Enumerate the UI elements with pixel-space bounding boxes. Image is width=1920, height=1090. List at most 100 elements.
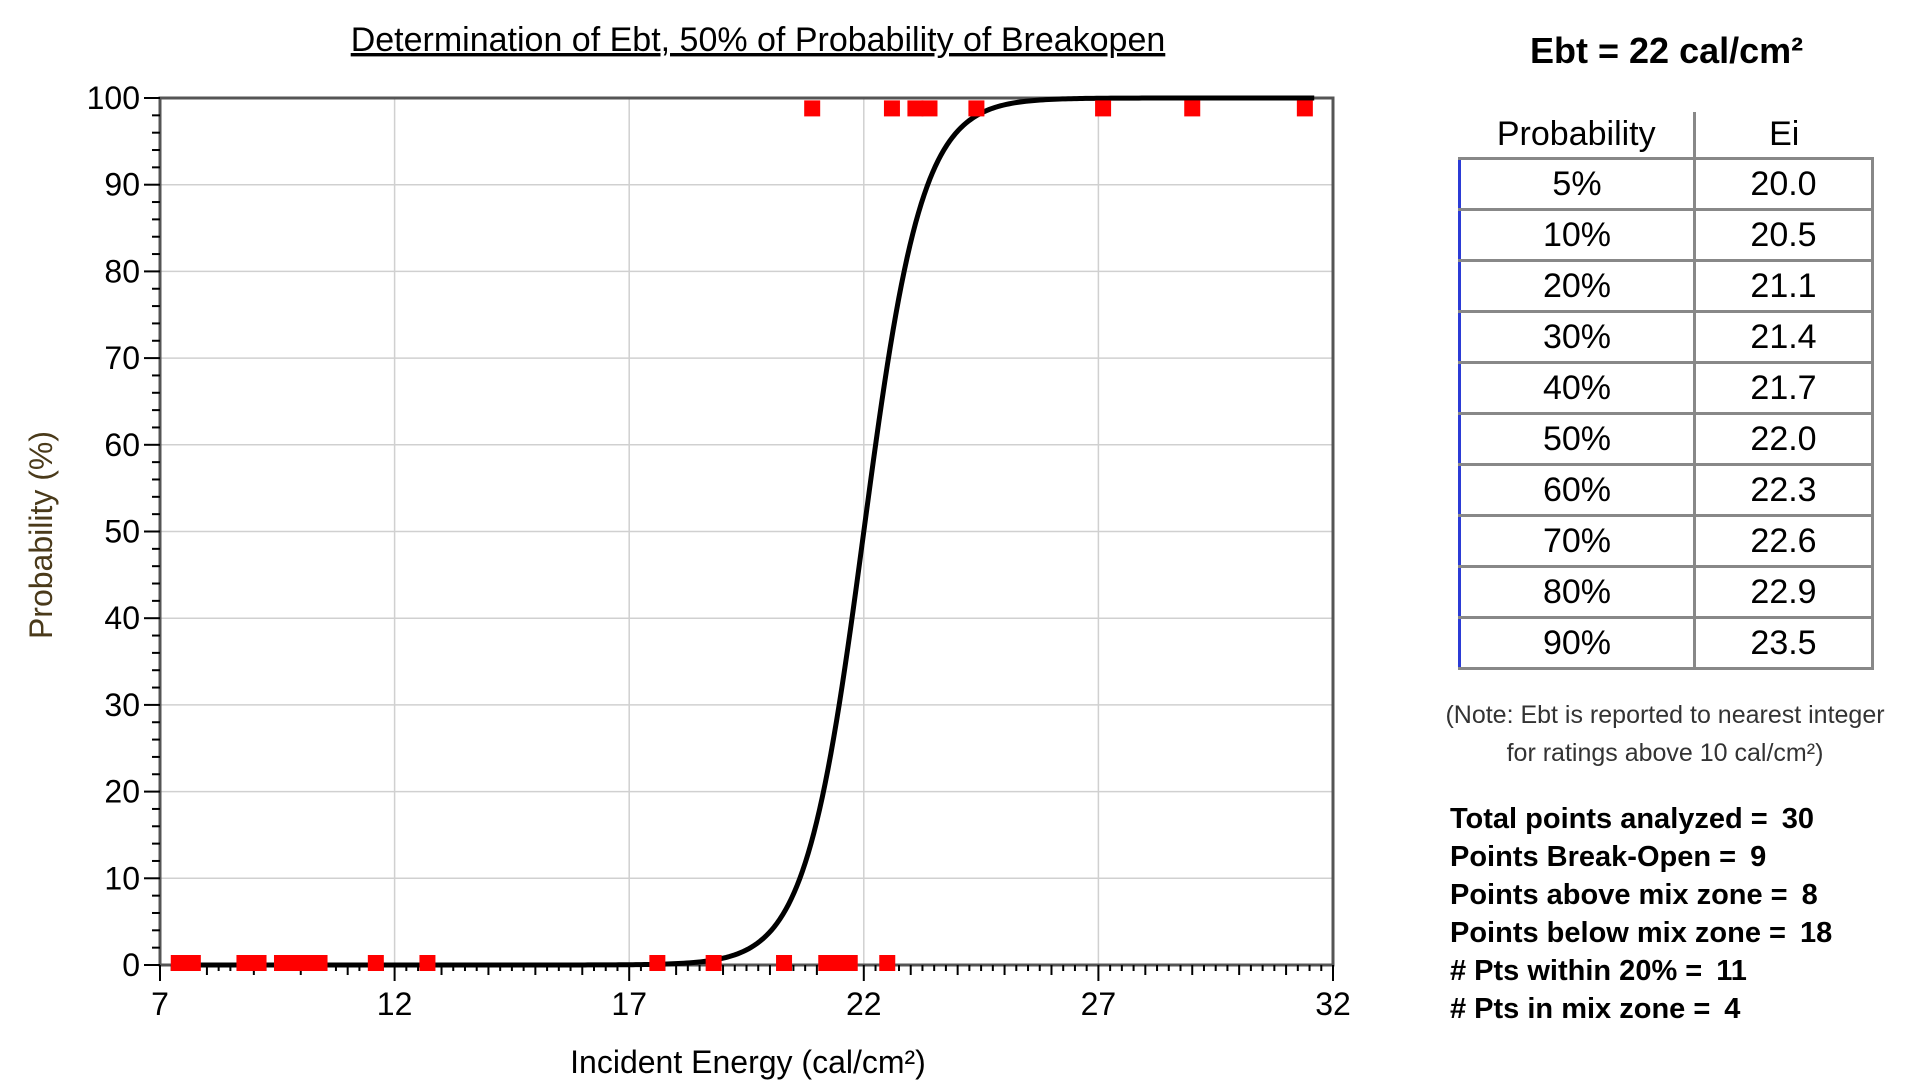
- stat-value: 4: [1724, 993, 1741, 1025]
- x-tick-label: 7: [151, 986, 169, 1022]
- x-tick-label: 22: [846, 986, 882, 1022]
- ei-cell: 20.0: [1693, 158, 1874, 211]
- data-point: [170, 955, 187, 971]
- axis-ticks: 7 12 17 22 27 32 0 10 20 30 40 50 60 70 80 90 100: [87, 80, 1351, 1022]
- y-axis-label: Probability (%): [23, 431, 59, 639]
- data-point: [776, 955, 793, 971]
- stat-label: Points Break-Open =: [1450, 841, 1737, 873]
- data-points: [170, 100, 1313, 971]
- ei-cell: 23.5: [1693, 617, 1874, 670]
- probability-cell: 50%: [1458, 413, 1695, 466]
- ei-cell: 22.6: [1693, 515, 1874, 568]
- stat-value: 18: [1799, 917, 1833, 949]
- stat-row: Points above mix zone = 8: [1450, 876, 1832, 914]
- ei-cell: 21.7: [1693, 362, 1874, 415]
- note-line-1: (Note: Ebt is reported to nearest intege…: [1445, 701, 1885, 729]
- y-tick-label: 90: [104, 167, 140, 203]
- data-point: [1184, 100, 1201, 117]
- probability-cell: 90%: [1458, 617, 1695, 670]
- x-tick-label: 17: [611, 986, 647, 1022]
- stat-row: Total points analyzed = 30: [1450, 800, 1832, 838]
- x-tick-label: 32: [1315, 986, 1351, 1022]
- probability-cell: 40%: [1458, 362, 1695, 415]
- table-row: 10% 20.5: [1458, 209, 1874, 262]
- note-line-2: for ratings above 10 cal/cm²): [1506, 739, 1824, 767]
- table-row: 20% 21.1: [1458, 260, 1874, 313]
- data-point: [419, 955, 436, 971]
- stat-row: Points Break-Open = 9: [1450, 838, 1832, 876]
- ei-column-header: Ei: [1693, 112, 1873, 160]
- y-tick-label: 50: [104, 514, 140, 550]
- data-point: [236, 955, 253, 971]
- table-row: 70% 22.6: [1458, 515, 1874, 568]
- table-row: 60% 22.3: [1458, 464, 1874, 517]
- probability-cell: 60%: [1458, 464, 1695, 517]
- data-point: [184, 955, 201, 971]
- y-tick-label: 70: [104, 340, 140, 376]
- x-tick-label: 12: [377, 986, 413, 1022]
- data-point: [883, 100, 900, 117]
- stat-label: Points above mix zone =: [1450, 879, 1788, 911]
- table-row: 40% 21.7: [1458, 362, 1874, 415]
- data-point: [311, 955, 328, 971]
- data-point: [841, 955, 858, 971]
- data-point: [804, 100, 821, 117]
- stat-label: # Pts in mix zone =: [1450, 993, 1711, 1025]
- stat-row: # Pts within 20% = 11: [1450, 952, 1832, 990]
- ebt-heading: Ebt = 22 cal/cm²: [1530, 30, 1804, 71]
- y-tick-label: 100: [87, 80, 140, 116]
- ei-cell: 21.4: [1693, 311, 1874, 364]
- probability-column-header: Probability: [1459, 112, 1695, 160]
- ei-cell: 22.9: [1693, 566, 1874, 619]
- table-row: 80% 22.9: [1458, 566, 1874, 619]
- ei-cell: 22.3: [1693, 464, 1874, 517]
- ei-cell: 20.5: [1693, 209, 1874, 262]
- data-point: [288, 955, 305, 971]
- y-tick-label: 30: [104, 687, 140, 723]
- stat-value: 8: [1801, 879, 1818, 911]
- data-point: [273, 955, 290, 971]
- chart-title: Determination of Ebt, 50% of Probability…: [351, 21, 1166, 59]
- x-tick-label: 27: [1081, 986, 1117, 1022]
- y-tick-label: 0: [122, 947, 140, 983]
- y-tick-label: 60: [104, 427, 140, 463]
- y-tick-label: 40: [104, 600, 140, 636]
- stat-value: 9: [1750, 841, 1767, 873]
- rounding-note: (Note: Ebt is reported to nearest intege…: [1410, 696, 1920, 772]
- probability-cell: 10%: [1458, 209, 1695, 262]
- y-tick-label: 20: [104, 774, 140, 810]
- ei-cell: 22.0: [1693, 413, 1874, 466]
- stat-value: 30: [1781, 803, 1814, 835]
- data-point: [921, 100, 938, 117]
- probability-cell: 30%: [1458, 311, 1695, 364]
- x-axis-label: Incident Energy (cal/cm²): [570, 1044, 926, 1080]
- stat-row: # Pts in mix zone = 4: [1450, 990, 1832, 1028]
- table-header-row: Probability Ei: [1459, 112, 1873, 160]
- breakopen-chart: Determination of Ebt, 50% of Probability…: [23, 21, 1351, 1080]
- stat-row: Points below mix zone = 18: [1450, 914, 1832, 952]
- data-point: [649, 955, 666, 971]
- data-point: [968, 100, 985, 117]
- stat-label: Total points analyzed =: [1450, 803, 1768, 835]
- data-point: [879, 955, 896, 971]
- stat-label: # Pts within 20% =: [1450, 955, 1703, 987]
- data-point: [827, 955, 844, 971]
- table-row: 5% 20.0: [1458, 158, 1874, 211]
- table-row: 50% 22.0: [1458, 413, 1874, 466]
- probability-cell: 20%: [1458, 260, 1695, 313]
- table-row: 30% 21.4: [1458, 311, 1874, 364]
- data-point: [907, 100, 924, 117]
- point-statistics: Total points analyzed = 30 Points Break-Op…: [1450, 800, 1832, 1028]
- table-row: 90% 23.5: [1458, 617, 1874, 670]
- probability-cell: 80%: [1458, 566, 1695, 619]
- data-point: [1296, 100, 1313, 117]
- probability-table: Probability Ei 5% 20.0 10% 20.5 20% 21.1 30% 21…: [1458, 112, 1874, 670]
- grid-lines: [159, 97, 1334, 966]
- y-tick-label: 80: [104, 253, 140, 289]
- data-point: [1095, 100, 1112, 117]
- stat-label: Points below mix zone =: [1450, 917, 1786, 949]
- data-point: [705, 955, 722, 971]
- ei-cell: 21.1: [1693, 260, 1874, 313]
- probability-cell: 70%: [1458, 515, 1695, 568]
- data-point: [367, 955, 384, 971]
